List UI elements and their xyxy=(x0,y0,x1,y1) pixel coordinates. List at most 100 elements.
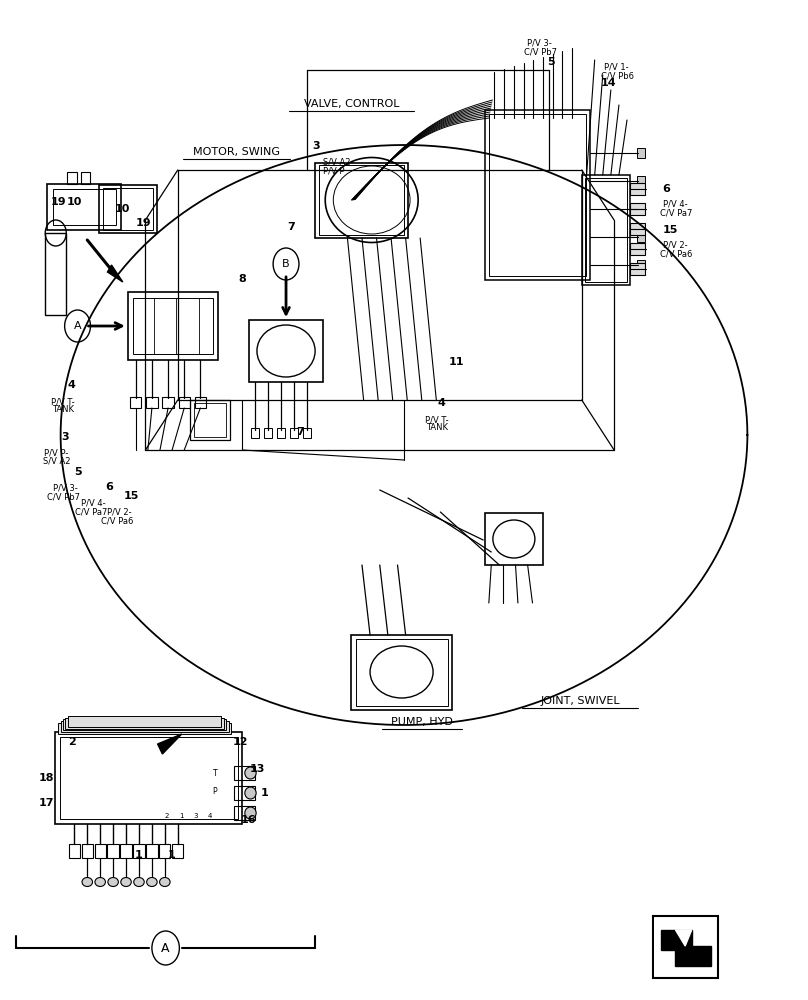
Bar xyxy=(653,916,718,978)
Text: 4: 4 xyxy=(208,813,213,819)
Bar xyxy=(637,176,645,186)
Text: P: P xyxy=(213,788,217,796)
Text: 3: 3 xyxy=(61,432,69,442)
Ellipse shape xyxy=(245,767,256,779)
Bar xyxy=(53,189,116,225)
Polygon shape xyxy=(661,930,711,966)
Ellipse shape xyxy=(82,878,92,886)
Text: 1: 1 xyxy=(135,850,143,860)
Bar xyxy=(68,716,221,727)
Text: P/V 3-: P/V 3- xyxy=(53,484,78,492)
Circle shape xyxy=(273,248,299,280)
Bar xyxy=(582,175,630,285)
Bar xyxy=(630,223,645,235)
Text: 16: 16 xyxy=(241,815,257,825)
Bar xyxy=(55,732,242,824)
Text: P/V 2-: P/V 2- xyxy=(663,240,687,249)
Bar xyxy=(489,114,586,276)
Text: P/V T-: P/V T- xyxy=(425,416,449,424)
Bar xyxy=(61,721,229,732)
Text: 7: 7 xyxy=(297,427,305,437)
Text: 17: 17 xyxy=(39,798,55,808)
Polygon shape xyxy=(107,265,123,282)
Bar xyxy=(234,766,255,780)
Text: P/V 3-: P/V 3- xyxy=(527,38,552,47)
Bar xyxy=(190,400,230,440)
Text: 8: 8 xyxy=(238,274,246,284)
Bar xyxy=(162,397,174,408)
Text: 2: 2 xyxy=(164,813,169,819)
Bar xyxy=(234,806,255,820)
Text: TANK: TANK xyxy=(426,424,448,432)
Text: 11: 11 xyxy=(448,357,465,367)
Bar xyxy=(130,397,141,408)
Text: C/V Pa6: C/V Pa6 xyxy=(101,516,133,526)
Text: S/V A2-: S/V A2- xyxy=(323,157,354,166)
Bar xyxy=(485,513,543,565)
Bar xyxy=(630,243,645,255)
Ellipse shape xyxy=(133,878,145,886)
Bar xyxy=(485,110,590,280)
Text: 3: 3 xyxy=(193,813,198,819)
Ellipse shape xyxy=(121,878,131,886)
Bar xyxy=(63,719,226,730)
Ellipse shape xyxy=(245,787,256,799)
Bar xyxy=(95,844,106,858)
Bar xyxy=(630,183,645,195)
Circle shape xyxy=(152,931,179,965)
Bar xyxy=(630,263,645,275)
Bar xyxy=(630,203,645,215)
Bar xyxy=(249,320,323,382)
Text: 13: 13 xyxy=(249,764,265,774)
Text: TANK: TANK xyxy=(52,406,74,414)
Bar xyxy=(45,233,66,315)
Bar xyxy=(120,844,132,858)
Bar xyxy=(637,232,645,242)
Text: 4: 4 xyxy=(68,380,76,390)
Text: P/V 4-: P/V 4- xyxy=(663,200,687,209)
Text: 6: 6 xyxy=(105,482,113,492)
Bar xyxy=(654,918,716,976)
Bar xyxy=(172,844,183,858)
Bar xyxy=(234,786,255,800)
Text: A: A xyxy=(162,942,170,954)
Text: C/V Pb6: C/V Pb6 xyxy=(601,72,634,81)
Ellipse shape xyxy=(95,878,105,886)
Text: 2: 2 xyxy=(68,737,76,747)
Bar xyxy=(195,397,206,408)
Polygon shape xyxy=(158,734,182,754)
Text: C/V Pb7: C/V Pb7 xyxy=(47,492,79,502)
Text: B: B xyxy=(282,259,290,269)
Text: P/V 4-: P/V 4- xyxy=(82,498,106,508)
Bar xyxy=(133,298,213,354)
Bar xyxy=(637,148,645,158)
Text: VALVE, CONTROL: VALVE, CONTROL xyxy=(304,99,399,109)
Ellipse shape xyxy=(159,878,170,886)
Ellipse shape xyxy=(245,807,256,819)
Bar xyxy=(319,165,404,235)
Bar xyxy=(99,185,157,233)
Bar xyxy=(58,723,231,734)
Bar xyxy=(107,844,119,858)
Text: 4: 4 xyxy=(437,398,445,408)
Bar xyxy=(351,635,452,710)
Bar xyxy=(103,188,153,230)
Text: P/V T-: P/V T- xyxy=(51,397,75,406)
Text: P/V 2-: P/V 2- xyxy=(107,508,132,516)
Bar xyxy=(146,844,158,858)
Text: JOINT, SWIVEL: JOINT, SWIVEL xyxy=(541,696,620,706)
Bar xyxy=(60,737,238,819)
Text: 18: 18 xyxy=(39,773,55,783)
Polygon shape xyxy=(675,930,692,946)
Text: S/V A2: S/V A2 xyxy=(43,456,70,466)
Text: 12: 12 xyxy=(233,737,249,747)
Text: T: T xyxy=(213,770,217,778)
Bar xyxy=(290,428,298,438)
Text: 1: 1 xyxy=(261,788,269,798)
Text: P/V P-: P/V P- xyxy=(44,448,69,458)
Bar xyxy=(146,397,158,408)
Text: 19: 19 xyxy=(135,218,151,228)
Bar xyxy=(159,844,170,858)
Bar xyxy=(65,718,224,729)
Text: 19: 19 xyxy=(51,197,67,207)
